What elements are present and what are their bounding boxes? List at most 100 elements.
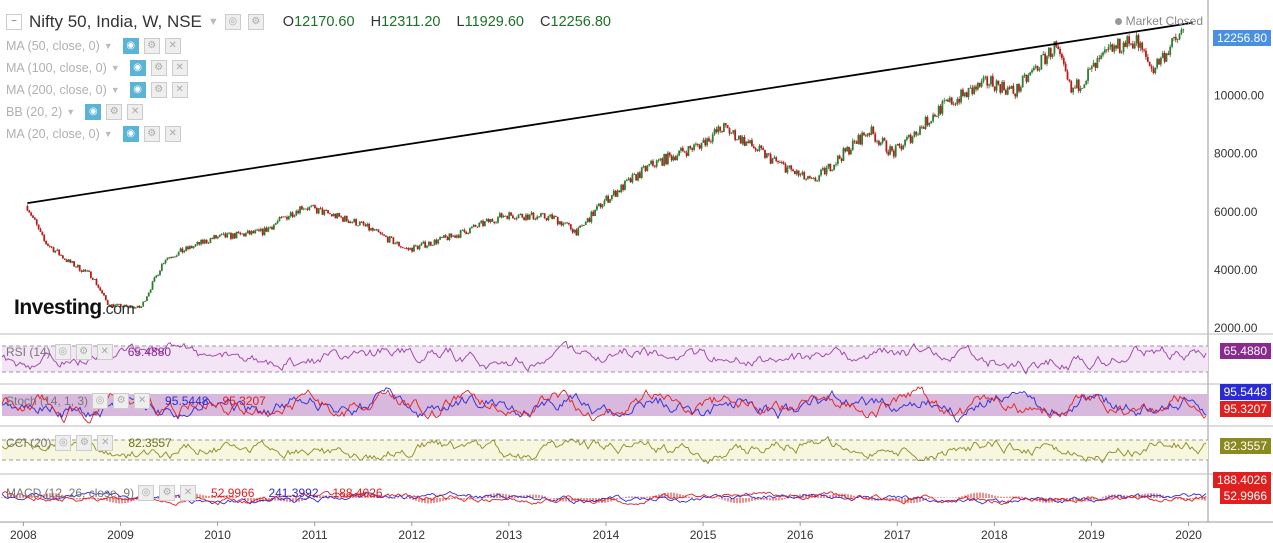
candle-body — [676, 155, 679, 161]
close-icon[interactable]: ✕ — [96, 344, 113, 360]
collapse-icon[interactable]: − — [6, 14, 22, 30]
chevron-down-icon[interactable]: ▼ — [207, 16, 219, 28]
candle-body — [342, 217, 344, 222]
close-icon[interactable]: ✕ — [164, 126, 181, 142]
candle-body — [317, 208, 320, 214]
chevron-down-icon[interactable]: ▼ — [66, 107, 76, 117]
candle-body — [732, 130, 735, 133]
rsi-label[interactable]: RSI (14) ◎ ⚙ ✕ 65.4880 — [6, 344, 172, 360]
gear-icon[interactable]: ⚙ — [150, 60, 167, 76]
candle-body — [976, 82, 979, 90]
gear-icon[interactable]: ⚙ — [106, 104, 123, 120]
candle-body — [386, 236, 389, 243]
candle-body — [821, 168, 824, 170]
indicator-bb[interactable]: BB (20, 2) ▼ ◉ ⚙ ✕ — [6, 104, 144, 120]
candle-body — [704, 139, 707, 146]
candle-body — [795, 170, 798, 175]
close-icon[interactable]: ✕ — [97, 435, 114, 451]
gear-icon[interactable]: ⚙ — [150, 82, 167, 98]
macd-label[interactable]: MACD (12, 26, close, 9) ◎ ⚙ ✕ 52.9966 241.399… — [6, 485, 383, 501]
candle-body — [60, 254, 62, 256]
candle-body — [504, 215, 507, 217]
chevron-down-icon[interactable]: ▼ — [103, 41, 113, 51]
candle-body — [1174, 36, 1177, 40]
chevron-down-icon[interactable]: ▼ — [110, 85, 120, 95]
candle-body — [721, 130, 723, 132]
candle-body — [1143, 49, 1145, 51]
candle-body — [437, 239, 440, 244]
candle-body — [47, 243, 49, 246]
eye-icon[interactable]: ◎ — [54, 344, 71, 360]
gear-icon[interactable]: ⚙ — [247, 14, 264, 30]
candle-body — [1102, 52, 1104, 56]
symbol-title[interactable]: Nifty 50, India, W, NSE — [29, 12, 202, 31]
candle-body — [330, 214, 333, 217]
gear-icon[interactable]: ⚙ — [75, 344, 92, 360]
chevron-down-icon[interactable]: ▼ — [103, 129, 113, 139]
close-icon[interactable]: ✕ — [164, 38, 181, 54]
candle-body — [706, 138, 709, 146]
eye-icon[interactable]: ◉ — [122, 126, 139, 142]
candle-body — [993, 86, 996, 91]
candle-body — [1001, 81, 1004, 93]
candle-body — [1072, 87, 1075, 93]
candle-body — [239, 232, 242, 235]
close-icon[interactable]: ✕ — [171, 82, 188, 98]
candle-body — [1161, 52, 1164, 58]
candle-body — [381, 233, 384, 235]
close-icon[interactable]: ✕ — [171, 60, 188, 76]
candle-body — [788, 165, 791, 168]
candle-body — [67, 259, 70, 262]
indicator-ma50[interactable]: MA (50, close, 0) ▼ ◉ ⚙ ✕ — [6, 38, 182, 54]
gear-icon[interactable]: ⚙ — [159, 485, 176, 501]
gear-icon[interactable]: ⚙ — [143, 38, 160, 54]
indicator-ma20[interactable]: MA (20, close, 0) ▼ ◉ ⚙ ✕ — [6, 126, 182, 142]
eye-icon[interactable]: ◎ — [92, 393, 109, 409]
chevron-down-icon[interactable]: ▼ — [110, 63, 120, 73]
candle-body — [823, 168, 826, 175]
gear-icon[interactable]: ⚙ — [113, 393, 130, 409]
candle-body — [900, 145, 903, 150]
candle-body — [874, 133, 877, 142]
candle-body — [586, 218, 589, 222]
candle-body — [291, 212, 294, 217]
close-icon[interactable]: ✕ — [134, 393, 151, 409]
candle-body — [215, 235, 217, 239]
close-icon[interactable]: ✕ — [127, 104, 144, 120]
candle-body — [534, 219, 537, 220]
candle-body — [935, 115, 938, 117]
stoch-label[interactable]: Stoch (14, 1, 3) ◎ ⚙ ✕ 95.5448 95.3207 — [6, 393, 266, 409]
cci-label[interactable]: CCI (20) ◎ ⚙ ✕ 82.3557 — [6, 435, 172, 451]
indicator-ma200[interactable]: MA (200, close, 0) ▼ ◉ ⚙ ✕ — [6, 82, 189, 98]
candle-body — [1117, 38, 1119, 49]
candle-body — [205, 239, 208, 244]
gear-icon[interactable]: ⚙ — [76, 435, 93, 451]
candle-body — [870, 126, 873, 135]
eye-icon[interactable]: ◉ — [85, 104, 102, 120]
candle-body — [635, 174, 638, 181]
eye-icon[interactable]: ◉ — [122, 38, 139, 54]
eye-icon[interactable]: ◉ — [129, 60, 146, 76]
candle-body — [58, 249, 61, 255]
candle-body — [829, 163, 832, 172]
candle-body — [321, 208, 324, 215]
gear-icon[interactable]: ⚙ — [143, 126, 160, 142]
eye-icon[interactable]: ◎ — [55, 435, 72, 451]
candle-body — [258, 229, 260, 231]
candle-body — [314, 205, 316, 208]
eye-icon[interactable]: ◎ — [138, 485, 155, 501]
candle-body — [347, 220, 350, 224]
eye-icon[interactable]: ◎ — [224, 14, 241, 30]
eye-icon[interactable]: ◉ — [129, 82, 146, 98]
candle-body — [1021, 75, 1024, 88]
candle-body — [965, 92, 968, 98]
candle-body — [749, 140, 751, 144]
candle-body — [422, 241, 425, 244]
candle-body — [370, 228, 372, 231]
candle-body — [513, 218, 516, 220]
candle-body — [868, 133, 871, 135]
close-icon[interactable]: ✕ — [180, 485, 197, 501]
indicator-ma100[interactable]: MA (100, close, 0) ▼ ◉ ⚙ ✕ — [6, 60, 189, 76]
x-tick-label: 2011 — [302, 528, 328, 542]
